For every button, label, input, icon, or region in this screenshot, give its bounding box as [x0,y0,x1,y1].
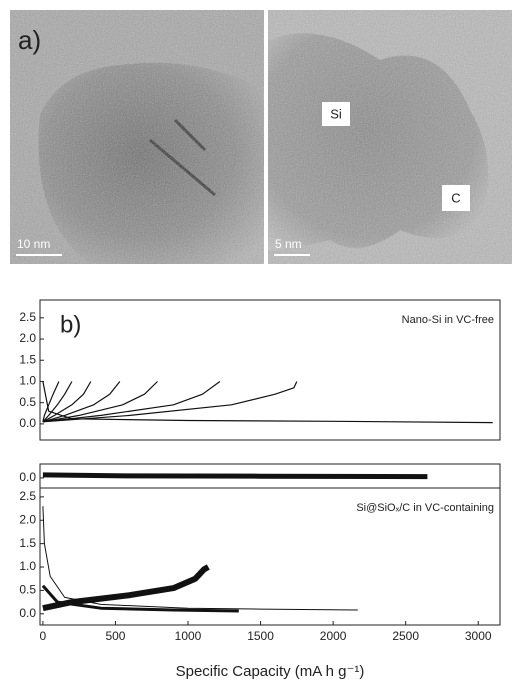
data-line [42,381,73,423]
tem-images: a) 10 nm 5 nm Si C [10,10,512,265]
y-tick-label: 1.5 [19,536,36,550]
data-line [42,381,221,423]
y-tick-label: 2.5 [19,310,36,324]
y-tick-label: 0.0 [19,606,36,620]
x-tick-label: 2500 [392,629,419,643]
data-line [41,584,239,613]
scale-bar-label: 5 nm [275,237,302,251]
scale-bar-label: 10 nm [17,237,50,251]
data-line [42,381,298,423]
y-tick-label: 2.0 [19,512,36,526]
panel-label: b) [60,311,81,338]
y-tick-label: 1.0 [19,559,36,573]
label-box [442,185,470,211]
y-tick-label: 1.0 [19,374,36,388]
x-tick-label: 3000 [465,629,492,643]
data-line [42,381,158,423]
x-tick-label: 500 [105,629,125,643]
grain [10,10,264,264]
grain [268,10,512,264]
y-tick-label: 0.0 [19,470,36,484]
panel-label: a) [18,25,41,55]
y-tick-label: 0.0 [19,416,36,430]
data-line [42,506,358,611]
data-line [42,381,121,423]
panel-title: Si@SiOₓ/C in VC-containing [356,502,494,514]
plot-frame [39,487,501,626]
x-tick-label: 0 [40,629,47,643]
x-tick-label: 1500 [247,629,274,643]
data-line [42,564,210,612]
data-line [42,381,92,423]
y-tick-label: 0.5 [19,395,36,409]
y-tick-label: 0.5 [19,583,36,597]
y-tick-label: 1.5 [19,352,36,366]
panel-title: Nano-Si in VC-free [402,314,494,326]
x-tick-label: 1000 [175,629,202,643]
x-axis-label: Specific Capacity (mA h g⁻¹) [176,663,365,680]
x-tick-label: 2000 [320,629,347,643]
region-label: Si [330,106,342,121]
y-tick-label: 2.0 [19,331,36,345]
plot-frame [39,299,501,441]
data-line [42,381,60,422]
region-label: C [451,190,460,205]
label-box [322,102,350,126]
y-tick-label: 2.5 [19,489,36,503]
data-line [42,472,428,480]
